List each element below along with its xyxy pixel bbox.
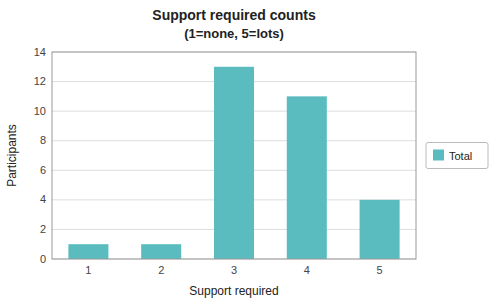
chart: Support required counts (1=none, 5=lots) 0… — [0, 0, 496, 305]
y-tick-label: 0 — [40, 253, 46, 265]
y-tick-label: 12 — [34, 75, 46, 87]
y-tick-label: 10 — [34, 105, 46, 117]
y-tick-label: 2 — [40, 223, 46, 235]
bar — [68, 244, 108, 259]
plot-frame — [52, 52, 416, 259]
title: Support required counts — [152, 7, 316, 23]
legend-label: Total — [449, 150, 472, 162]
x-axis-label: Support required — [189, 284, 278, 298]
y-tick-label: 8 — [40, 134, 46, 146]
y-axis-label: Participants — [5, 124, 19, 187]
y-tick-label: 4 — [40, 193, 46, 205]
y-tick-label: 14 — [34, 46, 46, 58]
x-tick-label: 5 — [377, 264, 383, 276]
legend-box — [426, 143, 488, 169]
subtitle: (1=none, 5=lots) — [184, 26, 284, 41]
x-tick-label: 1 — [85, 264, 91, 276]
x-tick-label: 2 — [158, 264, 164, 276]
bar — [360, 200, 400, 259]
bar — [141, 244, 181, 259]
bar — [214, 67, 254, 259]
legend: Total — [426, 143, 488, 169]
y-tick-label: 6 — [40, 164, 46, 176]
bars — [68, 67, 399, 259]
bar — [287, 96, 327, 259]
legend-swatch — [433, 150, 444, 161]
x-tick-label: 3 — [231, 264, 237, 276]
x-tick-label: 4 — [304, 264, 310, 276]
